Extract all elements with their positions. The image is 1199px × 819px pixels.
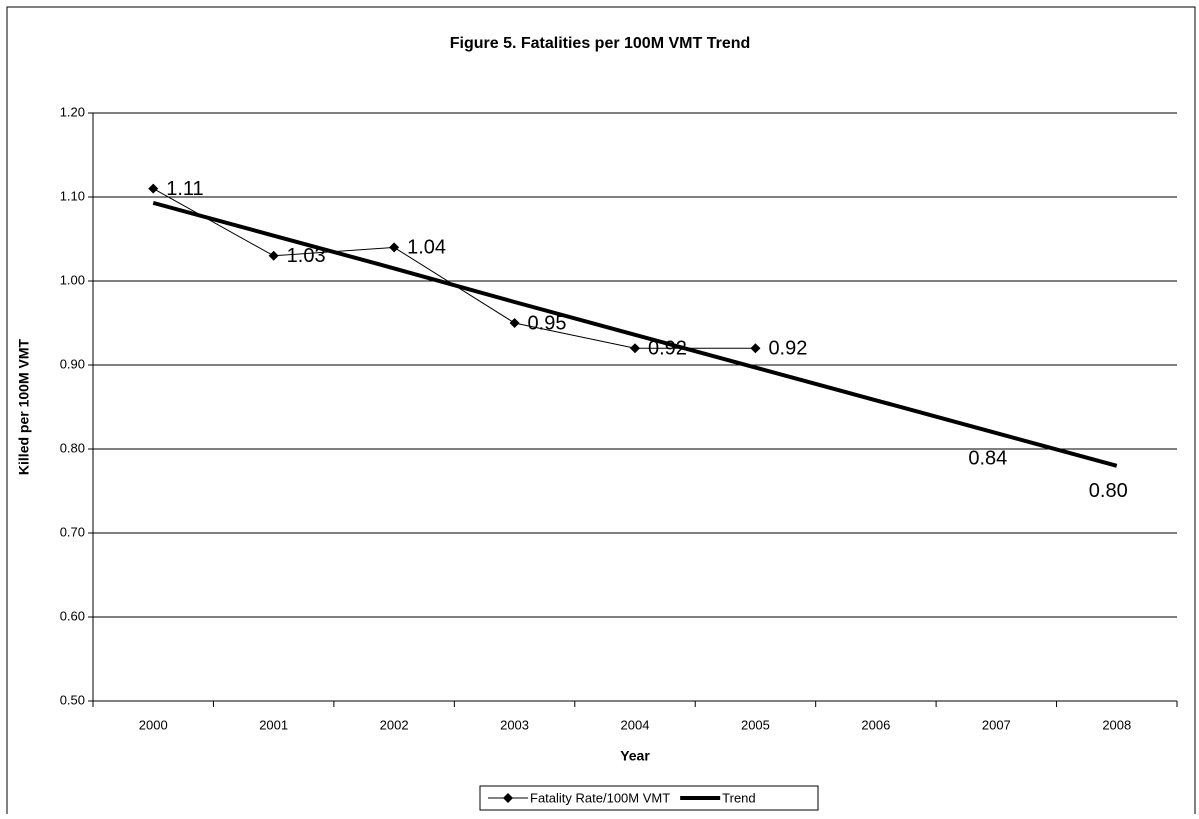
- y-tick-label: 1.00: [60, 272, 85, 287]
- x-tick-label: 2000: [139, 717, 168, 732]
- x-tick-label: 2008: [1102, 717, 1131, 732]
- y-tick-label: 0.50: [60, 692, 85, 707]
- y-tick-label: 0.60: [60, 608, 85, 623]
- legend-label: Fatality Rate/100M VMT: [530, 790, 670, 805]
- legend-label: Trend: [722, 790, 755, 805]
- x-tick-label: 2003: [500, 717, 529, 732]
- series-line: [152, 200, 1118, 468]
- x-tick-label: 2005: [741, 717, 770, 732]
- data-label: 0.92: [768, 337, 807, 359]
- legend-box: [479, 785, 819, 811]
- x-axis-title: Year: [620, 748, 650, 764]
- data-point: [148, 183, 159, 194]
- data-label: 1.04: [407, 237, 446, 259]
- y-tick-label: 0.90: [60, 356, 85, 371]
- x-tick-label: 2006: [861, 717, 890, 732]
- legend-marker: [503, 793, 513, 803]
- y-tick-label: 0.80: [60, 440, 85, 455]
- x-tick-label: 2002: [380, 717, 409, 732]
- data-point: [750, 343, 761, 354]
- annotation: 0.84: [968, 447, 1007, 469]
- chart-frame: [6, 6, 1196, 819]
- data-label: 1.03: [287, 245, 326, 267]
- data-point: [509, 318, 520, 328]
- x-tick-label: 2001: [259, 717, 288, 732]
- x-tick-label: 2007: [982, 717, 1011, 732]
- x-tick-label: 2004: [621, 717, 650, 732]
- y-axis-title: Killed per 100M VMT: [16, 338, 32, 475]
- y-tick-label: 1.20: [60, 104, 85, 119]
- y-tick-label: 0.70: [60, 524, 85, 539]
- data-point: [630, 343, 640, 354]
- data-point: [389, 242, 400, 253]
- annotation: 0.80: [1089, 480, 1128, 502]
- y-tick-label: 1.10: [60, 188, 85, 203]
- data-label: 1.11: [166, 178, 203, 200]
- chart-title: Figure 5. Fatalities per 100M VMT Trend: [450, 35, 751, 52]
- data-point: [268, 250, 279, 261]
- data-label: 0.95: [528, 312, 567, 334]
